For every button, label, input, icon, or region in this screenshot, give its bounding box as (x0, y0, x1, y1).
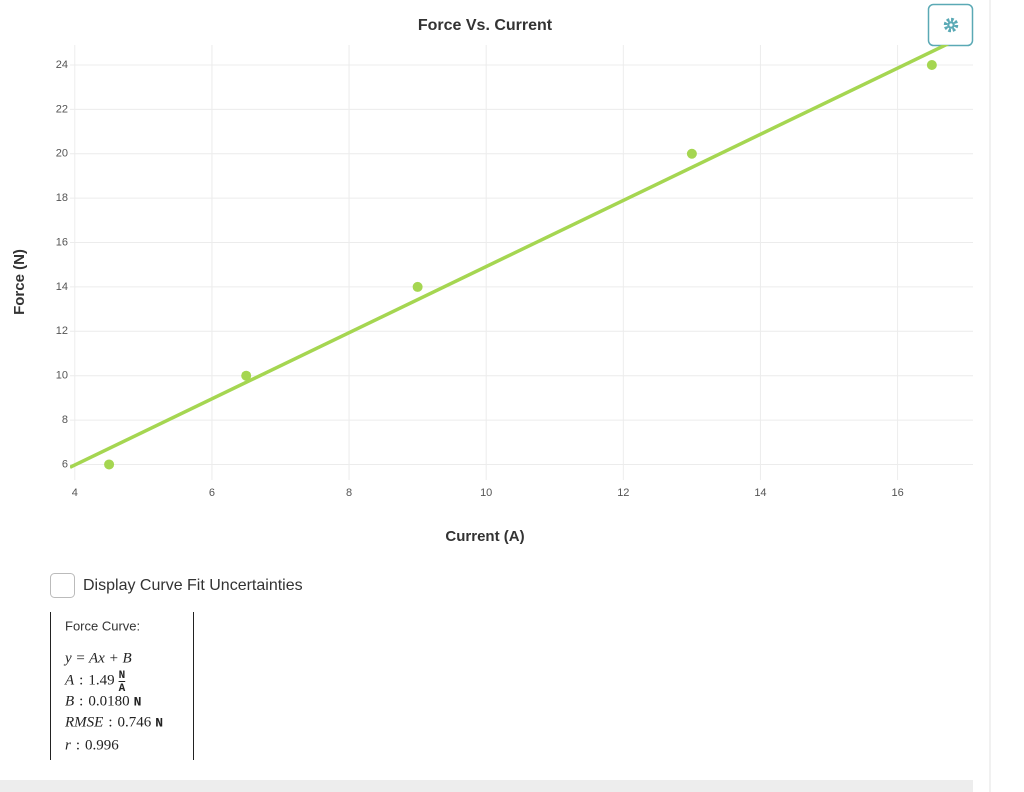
x-tick-label: 4 (72, 487, 78, 499)
fit-equation: y = Ax + B (63, 650, 132, 666)
x-tick-label: 10 (480, 487, 492, 499)
y-tick-label: 12 (56, 325, 68, 337)
data-point (686, 148, 697, 159)
fit-separator: : (108, 714, 112, 730)
fit-unit: N (155, 715, 163, 730)
y-axis-label: Force (N) (11, 249, 28, 315)
y-tick-label: 14 (56, 281, 68, 293)
gear-icon[interactable] (943, 17, 959, 33)
data-point (412, 281, 423, 292)
fit-param-name: RMSE (64, 714, 103, 730)
fit-line (70, 45, 950, 469)
chart-title: Force Vs. Current (418, 17, 553, 34)
y-tick-label: 10 (56, 370, 68, 382)
x-tick-label: 8 (346, 487, 352, 499)
fit-param-value: 0.0180 (88, 693, 129, 709)
fit-unit: N (134, 694, 142, 709)
fit-param-value: 0.996 (85, 737, 119, 753)
x-tick-label: 14 (754, 487, 766, 499)
data-point (104, 459, 115, 470)
fit-unit-denominator: A (119, 683, 126, 695)
fit-title: Force Curve: (65, 618, 140, 633)
checkbox[interactable] (50, 573, 75, 598)
fit-separator: : (79, 693, 83, 709)
fit-param-name: A (64, 672, 75, 688)
fit-param-name: B (65, 693, 74, 709)
fit-separator: : (79, 672, 83, 688)
y-tick-label: 18 (56, 192, 68, 204)
fit-param-name: r (65, 737, 71, 753)
x-tick-label: 16 (891, 487, 903, 499)
settings-button[interactable] (927, 3, 974, 47)
fit-separator: : (76, 737, 80, 753)
data-point (926, 59, 937, 70)
y-tick-label: 22 (56, 103, 68, 115)
y-tick-label: 16 (56, 236, 68, 248)
x-axis-label: Current (A) (445, 528, 524, 545)
fit-unit-numerator: N (119, 670, 126, 682)
y-tick-label: 6 (62, 458, 68, 470)
data-point (241, 370, 252, 381)
x-tick-label: 12 (617, 487, 629, 499)
footer-bar (0, 780, 973, 792)
y-tick-label: 20 (56, 148, 68, 160)
x-tick-label: 6 (209, 487, 215, 499)
fit-param-value: 0.746 (118, 714, 152, 730)
checkbox-label[interactable]: Display Curve Fit Uncertainties (83, 577, 303, 594)
y-tick-label: 8 (62, 414, 68, 426)
gear-icon-hole[interactable] (949, 23, 953, 27)
y-tick-label: 24 (56, 59, 68, 71)
fit-param-value: 1.49 (88, 672, 114, 688)
